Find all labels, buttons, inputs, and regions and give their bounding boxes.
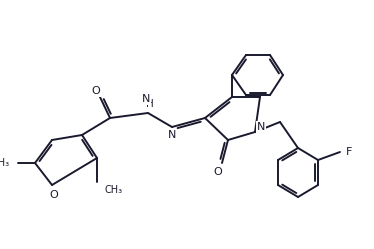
Text: O: O <box>50 190 58 200</box>
Text: N: N <box>257 122 265 132</box>
Text: N: N <box>168 130 176 140</box>
Text: F: F <box>346 147 352 157</box>
Text: O: O <box>214 167 223 177</box>
Text: CH₃: CH₃ <box>0 158 10 168</box>
Text: CH₃: CH₃ <box>105 185 123 195</box>
Text: N: N <box>142 94 150 104</box>
Text: H: H <box>146 99 154 109</box>
Text: O: O <box>92 86 100 96</box>
